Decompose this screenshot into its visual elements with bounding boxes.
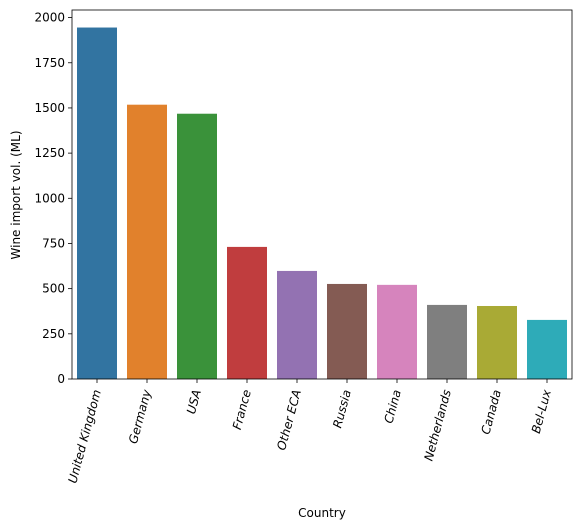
x-tick-label: China bbox=[382, 388, 404, 425]
y-tick-label: 0 bbox=[57, 372, 65, 386]
bar bbox=[477, 305, 517, 379]
bar bbox=[77, 27, 117, 379]
bar bbox=[277, 270, 317, 379]
y-tick-label: 2000 bbox=[34, 11, 65, 25]
x-tick-label: Netherlands bbox=[421, 388, 453, 462]
plot-frame bbox=[71, 9, 573, 380]
y-tick-label: 1000 bbox=[34, 191, 65, 205]
bar bbox=[227, 246, 267, 379]
bar bbox=[527, 319, 567, 379]
bar bbox=[427, 304, 467, 379]
x-tick-label: Bel-Lux bbox=[529, 387, 554, 435]
bar bbox=[377, 284, 417, 379]
x-tick-label: United Kingdom bbox=[65, 388, 103, 485]
y-tick-label: 500 bbox=[42, 282, 65, 296]
x-tick-label: USA bbox=[184, 388, 204, 415]
y-tick-label: 1750 bbox=[34, 56, 65, 70]
bar bbox=[327, 283, 367, 379]
x-tick-label: Germany bbox=[126, 387, 154, 445]
x-tick-label: France bbox=[230, 388, 254, 431]
y-tick-label: 750 bbox=[42, 236, 65, 250]
x-tick-label: Russia bbox=[330, 388, 354, 429]
y-tick-label: 1250 bbox=[34, 146, 65, 160]
x-tick-label: Canada bbox=[479, 388, 504, 436]
bar bbox=[127, 104, 167, 380]
bar bbox=[177, 113, 217, 379]
y-tick-label: 250 bbox=[42, 327, 65, 341]
y-tick-label: 1500 bbox=[34, 101, 65, 115]
x-tick-label: Other ECA bbox=[274, 388, 304, 452]
y-axis-label: Wine import vol. (ML) bbox=[9, 131, 23, 260]
x-axis-label: Country bbox=[298, 506, 346, 520]
